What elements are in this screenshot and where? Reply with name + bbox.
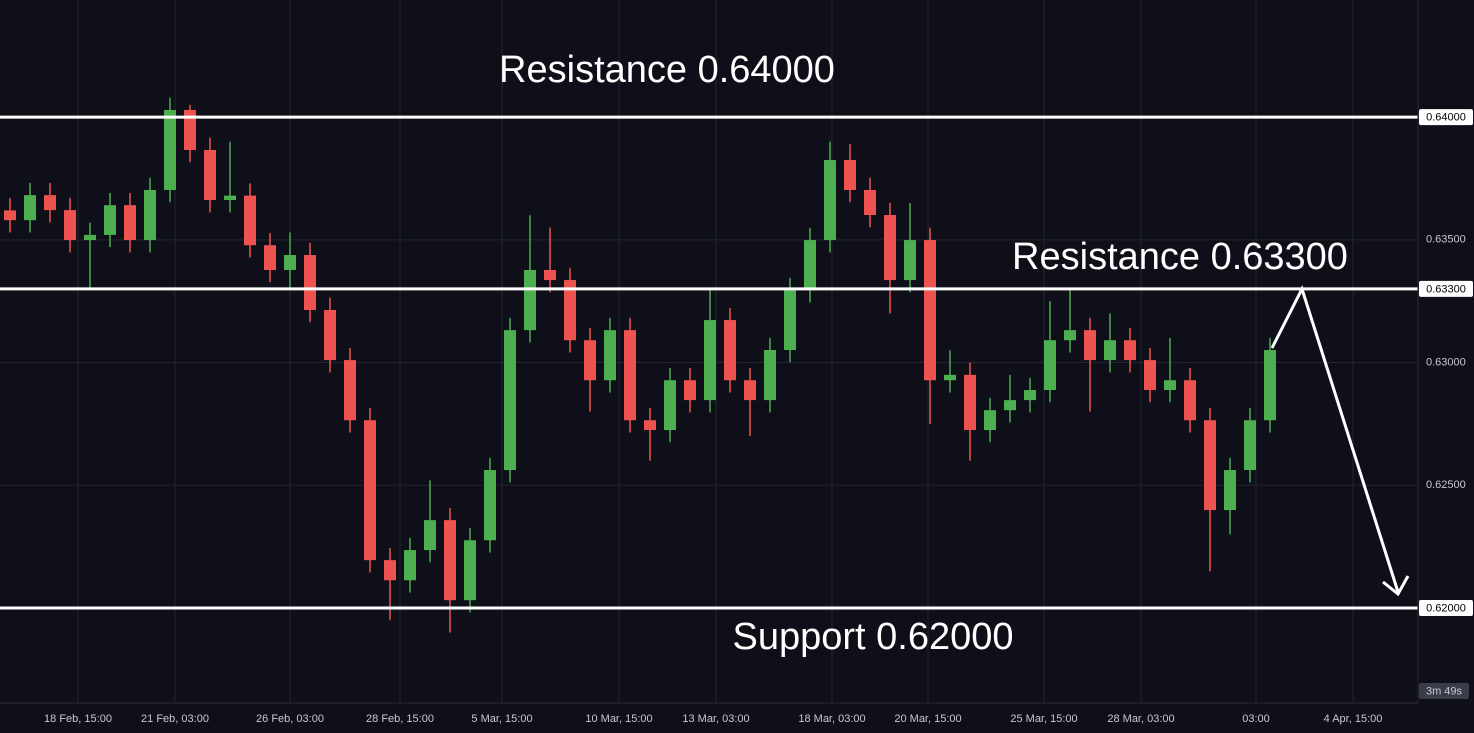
x-tick-label: 25 Mar, 15:00: [1010, 713, 1077, 725]
x-tick-label: 28 Mar, 03:00: [1107, 713, 1174, 725]
x-tick-label: 03:00: [1242, 713, 1270, 725]
candle-body: [604, 330, 616, 381]
candle-body: [704, 320, 716, 401]
countdown: 3m 49s: [1426, 685, 1463, 697]
candle-body: [284, 255, 296, 271]
countdown-box: [1419, 683, 1469, 699]
candle-body: [724, 320, 736, 381]
candle-body: [1124, 340, 1136, 361]
candle-body: [244, 195, 256, 246]
candle-body: [1244, 420, 1256, 471]
candle-body: [564, 280, 576, 341]
candle-body: [124, 205, 136, 241]
candle-body: [624, 330, 636, 421]
x-tick-label: 26 Feb, 03:00: [256, 713, 324, 725]
candle-body: [1084, 330, 1096, 361]
candle-body: [1144, 360, 1156, 391]
x-tick-label: 10 Mar, 15:00: [585, 713, 652, 725]
candle-body: [1224, 470, 1236, 511]
candle-body: [184, 109, 196, 150]
candle-body: [944, 374, 956, 381]
level-annotation: Resistance 0.64000: [499, 49, 835, 91]
candle-body: [144, 189, 156, 241]
candle-body: [1024, 390, 1036, 401]
candle-body: [4, 210, 16, 221]
x-tick-label: 13 Mar, 03:00: [682, 713, 749, 725]
candle-body: [1184, 380, 1196, 421]
candle-body: [1164, 380, 1176, 391]
candle-body: [324, 310, 336, 361]
level-annotation: Resistance 0.63300: [1012, 236, 1348, 278]
candle-body: [964, 374, 976, 431]
level-label-box: [1419, 109, 1473, 126]
candle-body: [64, 210, 76, 241]
x-tick-label: 28 Feb, 15:00: [366, 713, 434, 725]
candle-body: [544, 270, 556, 281]
candle-body: [524, 270, 536, 331]
candle-body: [864, 189, 876, 216]
candle-body: [304, 255, 316, 311]
candle-body: [824, 160, 836, 241]
y-tick-label: 0.62500: [1426, 479, 1466, 491]
projection-arrow: [1270, 285, 1400, 593]
x-tick-label: 20 Mar, 15:00: [894, 713, 961, 725]
candle-body: [984, 410, 996, 431]
candle-body: [404, 550, 416, 581]
candle-body: [1064, 330, 1076, 341]
x-tick-label: 21 Feb, 03:00: [141, 713, 209, 725]
candle-body: [264, 245, 276, 271]
x-tick-label: 18 Mar, 03:00: [798, 713, 865, 725]
candle-body: [1204, 420, 1216, 511]
level-label: 0.62000: [1426, 602, 1466, 614]
candle-body: [84, 234, 96, 241]
arrow-head: [1382, 575, 1410, 597]
candle-body: [1264, 350, 1276, 421]
level-label-box: [1419, 280, 1473, 297]
level-annotation: Support 0.62000: [732, 616, 1013, 658]
candle-body: [804, 240, 816, 291]
candle-body: [384, 560, 396, 581]
x-tick-label: 5 Mar, 15:00: [471, 713, 532, 725]
x-tick-label: 18 Feb, 15:00: [44, 713, 112, 725]
candle-body: [884, 215, 896, 281]
candle-body: [684, 380, 696, 401]
y-tick-label: 0.63500: [1426, 234, 1466, 246]
x-tick-label: 4 Apr, 15:00: [1324, 713, 1383, 725]
candle-body: [664, 380, 676, 431]
level-label-box: [1419, 600, 1473, 617]
candle-body: [1004, 400, 1016, 411]
candle-body: [24, 195, 36, 221]
axes: 18 Feb, 15:00 21 Feb, 03:00 26 Feb, 03:00 2…: [44, 234, 1466, 725]
candle-body: [584, 340, 596, 381]
candle-body: [1044, 340, 1056, 391]
candle-body: [364, 420, 376, 561]
candle-body: [924, 240, 936, 381]
candle-body: [204, 149, 216, 201]
levels: 0.64000 Resistance 0.64000 0.63300 Resistan…: [0, 49, 1473, 658]
candle-body: [104, 205, 116, 235]
candle-body: [644, 420, 656, 431]
candle-body: [464, 540, 476, 601]
candle-body: [504, 330, 516, 471]
candle-body: [164, 109, 176, 190]
candle-body: [764, 350, 776, 401]
candle-body: [1104, 340, 1116, 361]
y-tick-label: 0.63000: [1426, 356, 1466, 368]
candle-body: [44, 195, 56, 211]
candle-body: [424, 520, 436, 551]
level-label: 0.63300: [1426, 283, 1466, 295]
candles: [4, 97, 1276, 633]
level-label: 0.64000: [1426, 111, 1466, 123]
candle-body: [444, 520, 456, 601]
candle-body: [744, 380, 756, 401]
candle-body: [224, 195, 236, 201]
candle-body: [904, 240, 916, 281]
candle-body: [484, 470, 496, 541]
candle-body: [784, 290, 796, 351]
candle-body: [344, 360, 356, 421]
candle-body: [844, 160, 856, 190]
